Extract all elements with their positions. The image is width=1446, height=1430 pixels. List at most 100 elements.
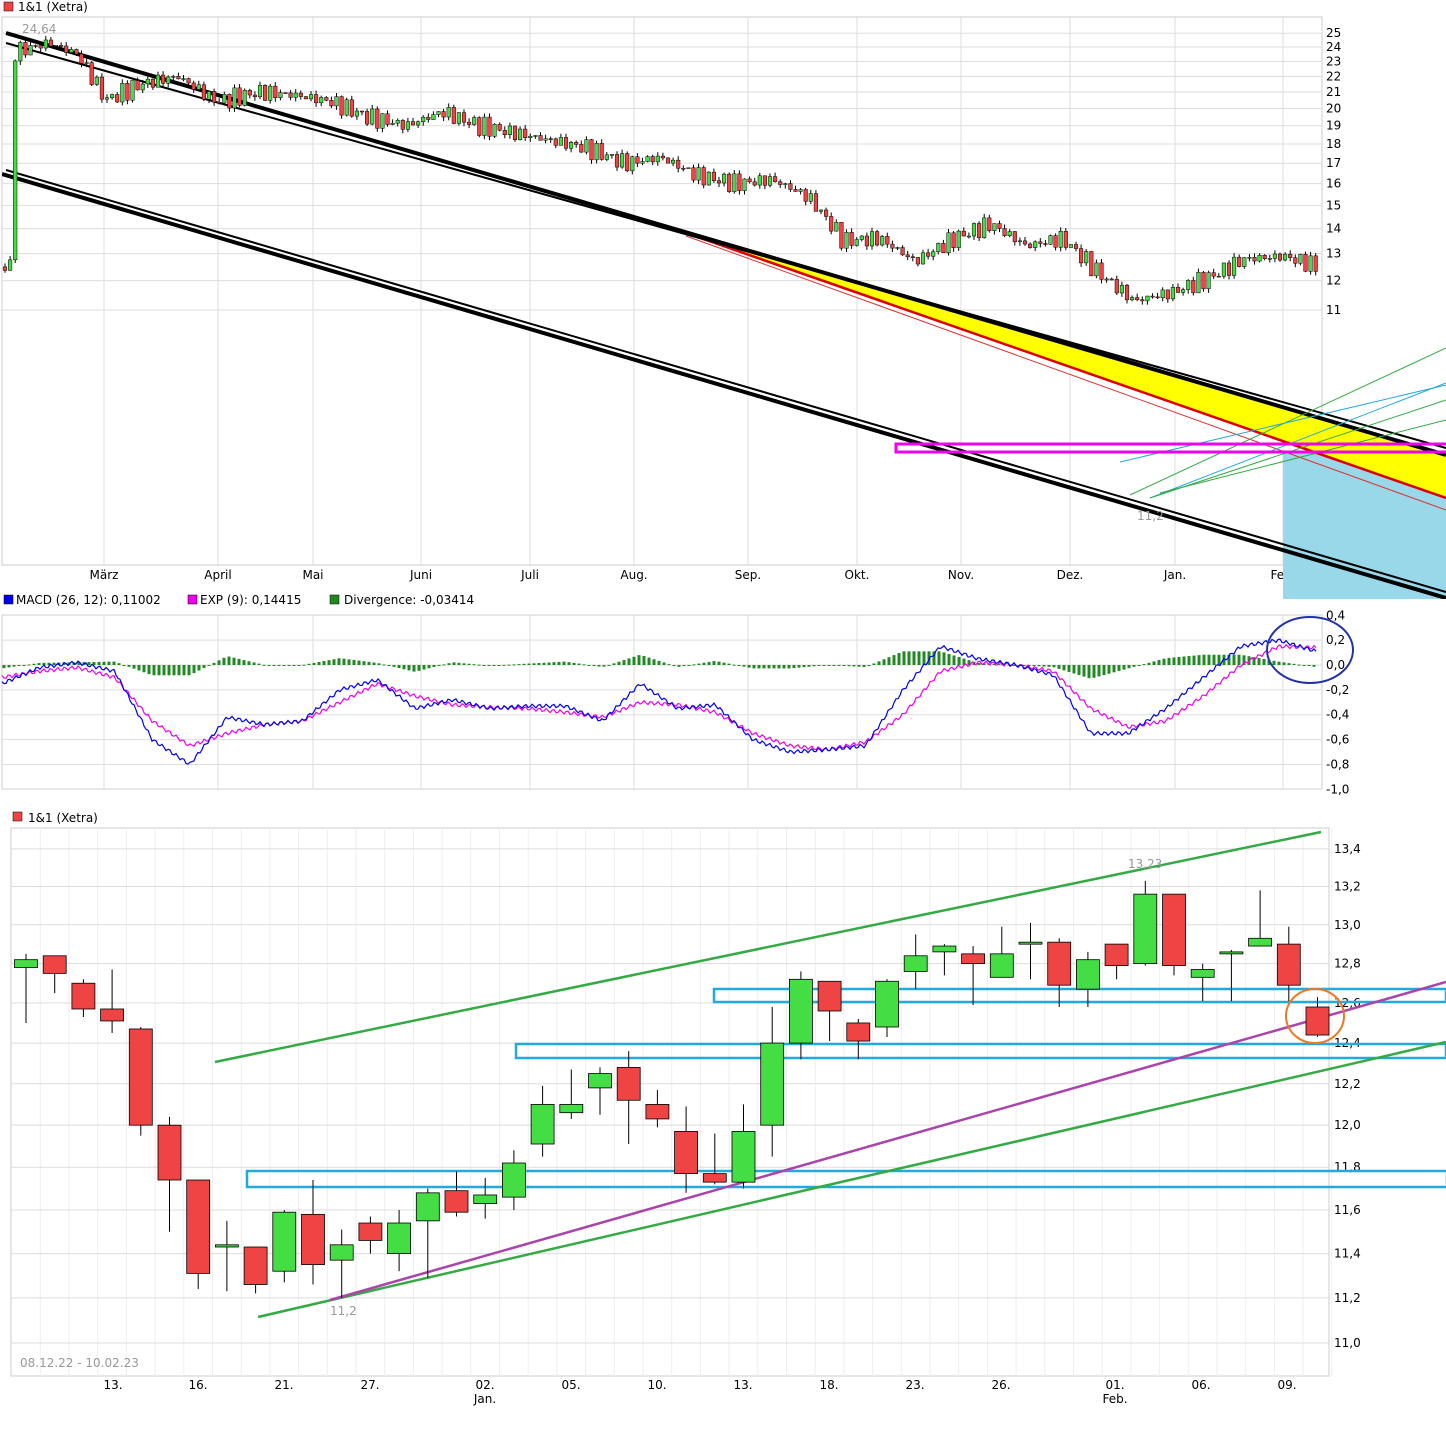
candle (140, 83, 145, 91)
candle (43, 39, 48, 49)
candle (1007, 231, 1012, 236)
divergence-bar (167, 665, 171, 676)
candle (941, 243, 946, 254)
candle (487, 116, 492, 137)
candle (569, 142, 574, 149)
divergence-bar (142, 665, 146, 673)
candle (436, 111, 441, 115)
divergence-bar (597, 665, 601, 667)
x-tick-month: Feb. (1102, 1392, 1127, 1406)
candle (477, 117, 482, 136)
candle (217, 101, 222, 104)
fan-line (1149, 382, 1446, 499)
divergence-bar (172, 665, 176, 676)
x-tick-label: 06. (1191, 1378, 1210, 1392)
divergence-bar (357, 660, 361, 665)
divergence-bar (187, 665, 191, 676)
divergence-bar (527, 663, 531, 665)
candle (186, 78, 191, 84)
divergence-bar (1222, 654, 1226, 665)
divergence-bar (852, 665, 856, 667)
candle (1012, 231, 1017, 243)
divergence-bar (1147, 662, 1151, 665)
candle (926, 252, 931, 257)
candle (834, 222, 839, 232)
divergence-bar (487, 665, 491, 666)
divergence-bar (827, 665, 831, 666)
divergence-bar (1042, 665, 1046, 667)
divergence-bar (967, 660, 971, 665)
candle (665, 157, 671, 164)
candle (869, 231, 875, 247)
candle (604, 154, 609, 160)
divergence-bar (1022, 665, 1026, 666)
divergence-bar (387, 665, 391, 666)
candle (518, 128, 523, 140)
divergence-bar (942, 652, 946, 665)
highlight-circle (1266, 616, 1354, 684)
divergence-bar (792, 665, 796, 669)
divergence-bar (912, 651, 916, 665)
candle (915, 257, 920, 265)
legend-swatch (3, 594, 14, 605)
candle (1155, 296, 1160, 299)
y-tick-label: 0,4 (1326, 608, 1345, 622)
candle (329, 1244, 354, 1261)
candle (186, 1179, 211, 1274)
candle (1119, 284, 1124, 294)
y-tick-label: 11 (1326, 303, 1341, 317)
high-marker-label: 13,23 (1128, 857, 1162, 871)
y-tick-label: 12,2 (1334, 1077, 1361, 1091)
candle (100, 1008, 124, 1022)
candle (206, 91, 212, 100)
candle (616, 1067, 641, 1101)
candle (543, 138, 548, 141)
macd-line (1, 638, 1317, 765)
divergence-bar (1142, 664, 1146, 666)
candle (548, 138, 553, 140)
divergence-bar (1122, 665, 1126, 670)
divergence-bar (1187, 656, 1191, 665)
divergence-bar (182, 665, 186, 676)
divergence-bar (737, 665, 741, 666)
divergence-bar (1162, 658, 1166, 665)
candle (416, 121, 421, 126)
candle (849, 232, 854, 246)
y-tick-label: -0,4 (1326, 708, 1349, 722)
divergence-bar (712, 661, 716, 665)
x-tick-label: 18. (819, 1378, 838, 1392)
candle (722, 173, 727, 184)
candle (115, 94, 120, 103)
candle (946, 232, 951, 254)
x-tick-label: Juli (520, 568, 539, 582)
divergence-bar (252, 662, 256, 665)
divergence-bar (52, 662, 56, 665)
candle (130, 80, 135, 101)
candle (931, 251, 936, 257)
x-tick-label: 27. (360, 1378, 379, 1392)
candle (232, 87, 237, 109)
divergence-bar (517, 664, 521, 666)
candle (150, 78, 155, 88)
candle (359, 110, 365, 113)
y-tick-label: 20 (1326, 101, 1341, 115)
candle (410, 121, 416, 126)
candle (716, 180, 722, 184)
y-tick-label: 11,2 (1334, 1291, 1361, 1305)
detail-panel: 13,413,213,012,812,612,412,212,011,811,6… (10, 811, 1446, 1406)
candle (74, 49, 79, 55)
x-tick-label: April (204, 568, 231, 582)
candle (456, 112, 461, 124)
candle (936, 243, 941, 252)
candle (1043, 243, 1048, 245)
divergence-bar (842, 665, 846, 666)
divergence-bar (492, 665, 496, 666)
divergence-bar (562, 661, 566, 665)
x-tick-label: März (90, 568, 119, 582)
divergence-bar (732, 664, 736, 666)
candle (171, 76, 176, 78)
x-tick-label: 23. (905, 1378, 924, 1392)
candle (227, 93, 232, 109)
candle (1068, 244, 1073, 248)
